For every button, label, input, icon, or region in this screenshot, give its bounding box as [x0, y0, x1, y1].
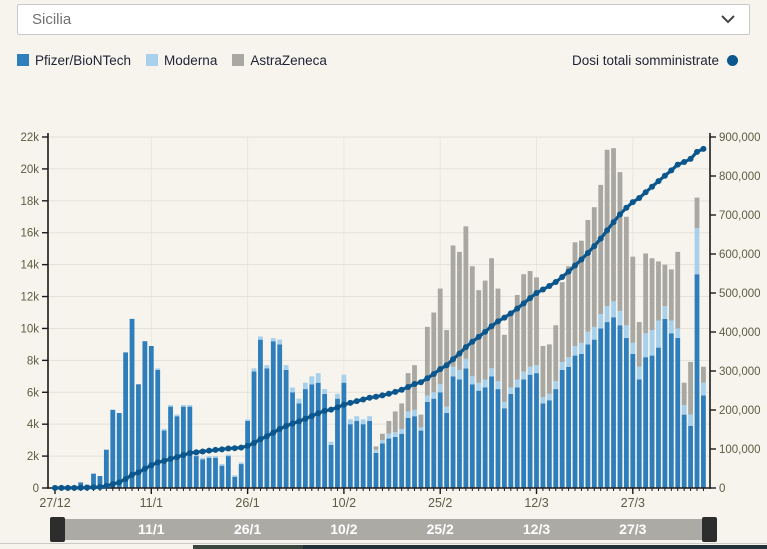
navigator-right-handle[interactable] — [702, 517, 717, 542]
y-axis-right-label: 0 — [719, 483, 725, 495]
region-select[interactable]: Sicilia — [17, 4, 750, 35]
y-axis-left-label: 0 — [33, 483, 39, 495]
y-axis-right-label: 400,000 — [719, 327, 761, 339]
legend-item-astrazeneca[interactable]: AstraZeneca — [232, 53, 327, 68]
x-axis-label: 25/2 — [428, 496, 452, 510]
legend-label-moderna: Moderna — [164, 52, 218, 68]
y-axis-right-label: 600,000 — [719, 249, 761, 261]
y-axis-right-label: 900,000 — [719, 132, 761, 144]
y-axis-left-label: 18k — [20, 196, 39, 208]
y-axis-right-label: 200,000 — [719, 405, 761, 417]
chevron-down-icon — [721, 15, 735, 24]
x-axis-label: 10/2 — [332, 496, 356, 510]
y-axis-right-label: 800,000 — [719, 171, 761, 183]
y-axis-left-label: 6k — [27, 387, 39, 399]
astrazeneca-swatch-icon — [232, 54, 245, 66]
y-axis-right-label: 700,000 — [719, 210, 761, 222]
x-axis-label: 26/1 — [235, 496, 259, 510]
legend-label-total-doses: Dosi totali somministrate — [571, 52, 719, 68]
chart-navigator[interactable] — [50, 519, 717, 540]
y-axis-left-label: 22k — [20, 132, 39, 144]
x-axis-label: 27/12 — [39, 496, 70, 510]
pfizer-swatch-icon — [17, 54, 29, 66]
x-axis-label: 12/3 — [524, 496, 548, 510]
y-axis-left-label: 20k — [20, 164, 39, 176]
y-axis-left-label: 12k — [20, 292, 39, 304]
y-axis-left-label: 16k — [20, 228, 39, 240]
y-axis-right-label: 300,000 — [719, 366, 761, 378]
x-axis-label: 11/1 — [140, 496, 163, 510]
region-select-value: Sicilia — [32, 11, 72, 28]
legend-label-astrazeneca: AstraZeneca — [250, 52, 327, 68]
legend: Pfizer/BioNTech Moderna AstraZeneca Dosi… — [17, 52, 738, 68]
total-doses-dot-icon — [727, 54, 738, 66]
y-axis-right-label: 500,000 — [719, 288, 761, 300]
y-axis-left-label: 10k — [20, 323, 39, 335]
y-axis-left-label: 8k — [27, 355, 39, 367]
moderna-swatch-icon — [146, 54, 159, 66]
legend-item-pfizer[interactable]: Pfizer/BioNTech — [17, 53, 131, 68]
legend-item-total-doses[interactable]: Dosi totali somministrate — [572, 53, 738, 68]
bottom-strip — [193, 545, 767, 549]
navigator-left-handle[interactable] — [50, 517, 65, 542]
legend-item-moderna[interactable]: Moderna — [146, 53, 217, 68]
y-axis-right-label: 100,000 — [719, 444, 761, 456]
y-axis-left-label: 2k — [27, 451, 39, 463]
divider-line — [0, 543, 767, 544]
bottom-strip-segment — [193, 545, 303, 549]
x-axis-label: 27/3 — [621, 496, 645, 510]
y-axis-left-label: 4k — [27, 419, 39, 431]
y-axis-left-label: 14k — [20, 260, 39, 272]
legend-label-pfizer: Pfizer/BioNTech — [35, 52, 132, 68]
